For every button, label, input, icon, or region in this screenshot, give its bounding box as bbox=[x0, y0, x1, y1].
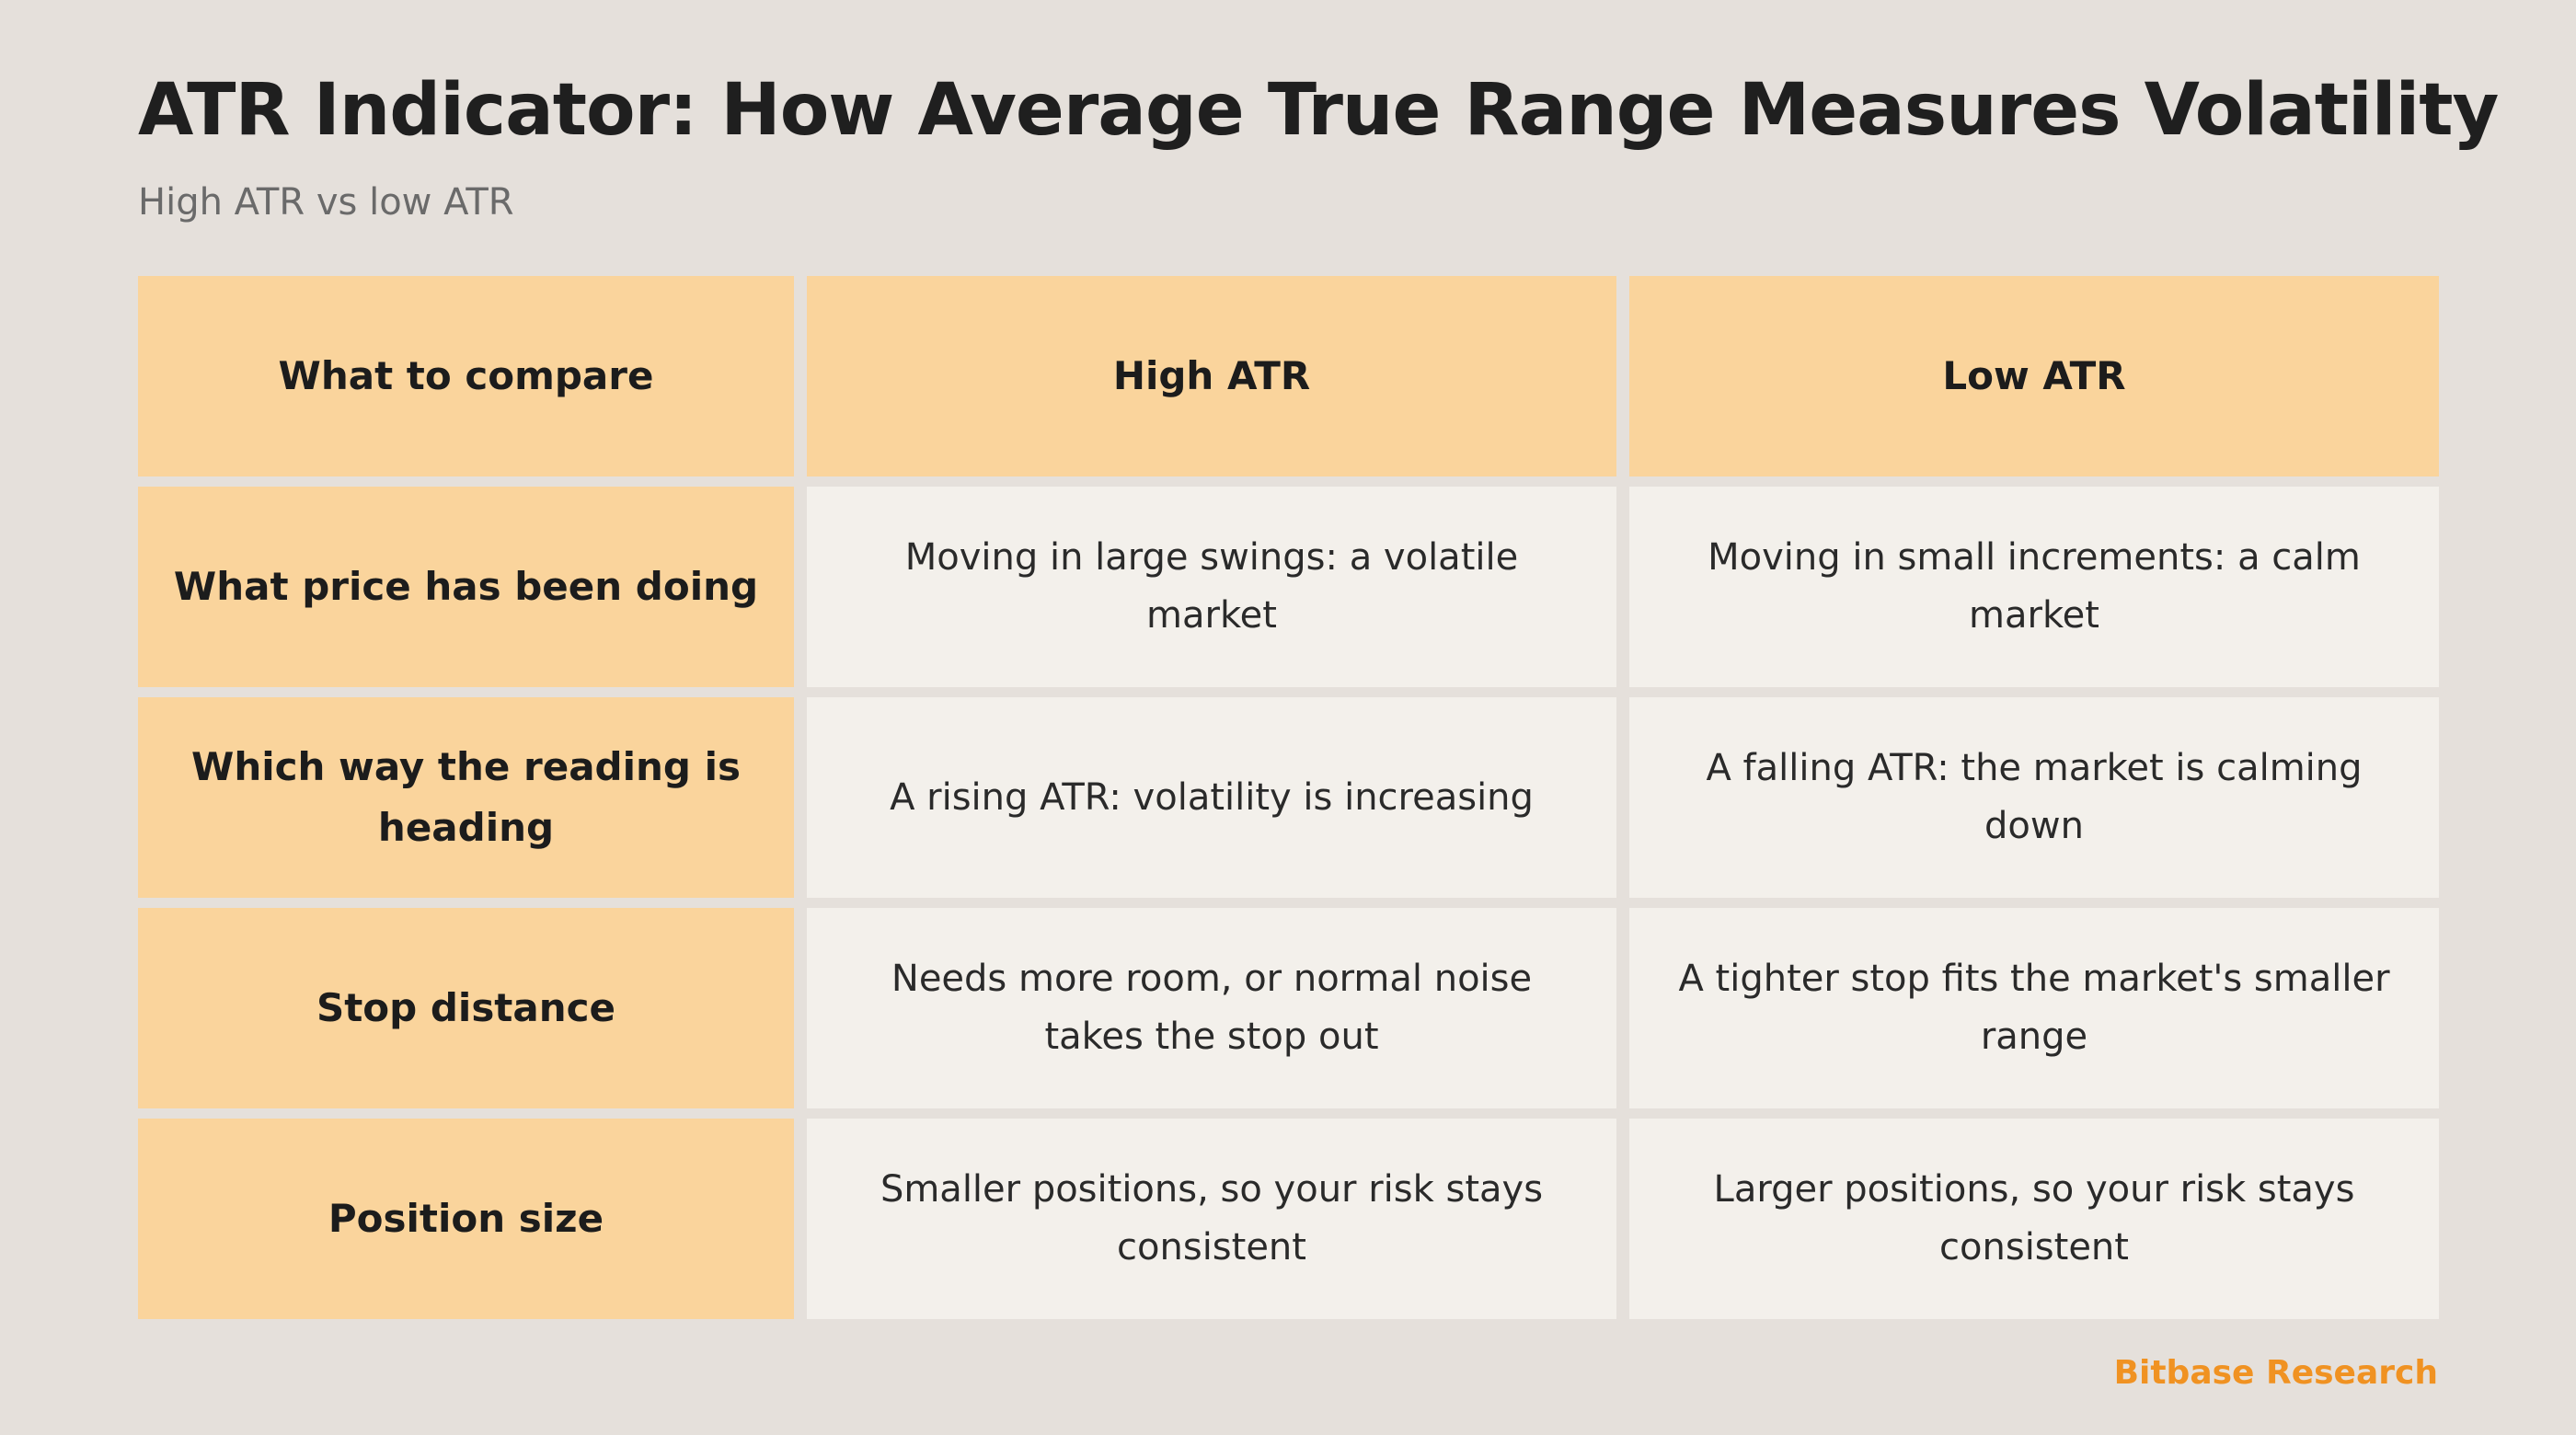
brand-footer: Bitbase Research bbox=[2113, 1354, 2438, 1392]
row-label-position-size: Position size bbox=[138, 1119, 794, 1319]
column-header-low-atr: Low ATR bbox=[1629, 276, 2439, 476]
column-header-high-atr: High ATR bbox=[807, 276, 1616, 476]
column-header-compare: What to compare bbox=[138, 276, 794, 476]
cell-low-atr-price-behavior: Moving in small increments: a calm marke… bbox=[1629, 487, 2439, 687]
cell-low-atr-reading-direction: A falling ATR: the market is calming dow… bbox=[1629, 697, 2439, 898]
page-subtitle: High ATR vs low ATR bbox=[138, 181, 514, 224]
comparison-table: What to compare High ATR Low ATR What pr… bbox=[138, 276, 2439, 1319]
cell-high-atr-position-size: Smaller positions, so your risk stays co… bbox=[807, 1119, 1616, 1319]
row-label-reading-direction: Which way the reading is heading bbox=[138, 697, 794, 898]
cell-high-atr-reading-direction: A rising ATR: volatility is increasing bbox=[807, 697, 1616, 898]
cell-low-atr-position-size: Larger positions, so your risk stays con… bbox=[1629, 1119, 2439, 1319]
page-title: ATR Indicator: How Average True Range Me… bbox=[138, 69, 2499, 152]
cell-high-atr-price-behavior: Moving in large swings: a volatile marke… bbox=[807, 487, 1616, 687]
cell-high-atr-stop-distance: Needs more room, or normal noise takes t… bbox=[807, 908, 1616, 1108]
row-label-price-behavior: What price has been doing bbox=[138, 487, 794, 687]
cell-low-atr-stop-distance: A tighter stop fits the market's smaller… bbox=[1629, 908, 2439, 1108]
row-label-stop-distance: Stop distance bbox=[138, 908, 794, 1108]
